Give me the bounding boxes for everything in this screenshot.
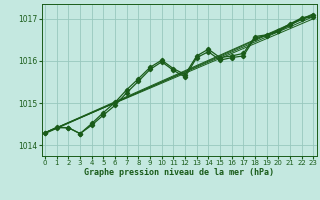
X-axis label: Graphe pression niveau de la mer (hPa): Graphe pression niveau de la mer (hPa) — [84, 168, 274, 177]
